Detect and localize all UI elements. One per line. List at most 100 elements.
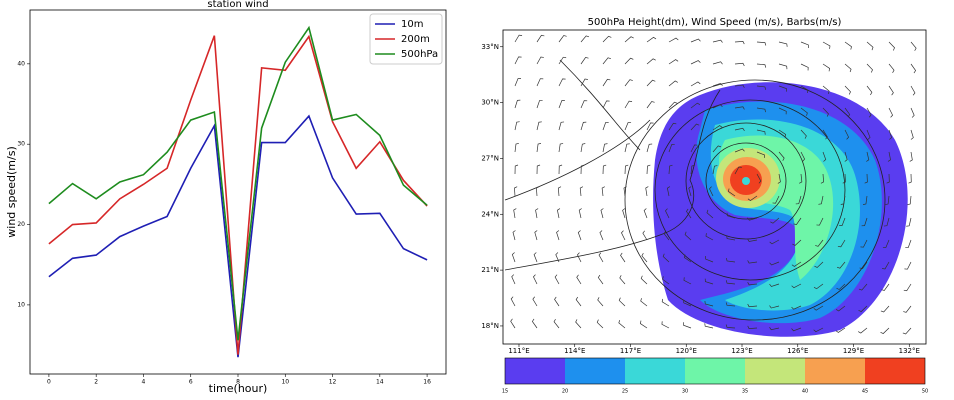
wind-barb [514, 186, 518, 197]
colorbar-label: 30 [682, 389, 688, 395]
wind-barb [688, 186, 692, 197]
wind-barb [512, 230, 516, 241]
wind-barb [858, 327, 868, 334]
wind-barb [690, 123, 700, 131]
wind-barb [887, 151, 891, 162]
wind-barb [795, 195, 802, 205]
wind-barb [576, 274, 582, 285]
wind-barb [880, 327, 890, 334]
legend-label: 500hPa [401, 49, 438, 60]
wind-barb [668, 101, 678, 109]
wind-barb [712, 39, 723, 43]
wind-barb [536, 99, 543, 109]
wind-barb [646, 58, 656, 65]
wind-barb [602, 78, 611, 87]
wind-barb [554, 296, 560, 307]
wind-barb [596, 319, 604, 329]
wind-barb [906, 217, 912, 227]
wind-barb [778, 151, 785, 161]
wind-barb [822, 41, 831, 49]
wind-barb [712, 104, 723, 109]
wind-barb [577, 230, 582, 241]
wind-barb [902, 327, 912, 335]
wind-barb [726, 235, 736, 241]
wind-barb [844, 129, 850, 140]
wind-barb [822, 63, 831, 72]
wind-barb [665, 208, 670, 219]
wind-barb [622, 208, 626, 219]
wind-barb [683, 254, 692, 263]
colorbar-bin [625, 358, 685, 384]
y-tick-label: 33°N [481, 43, 499, 51]
wind-barb [858, 305, 868, 312]
colorbar-bin [745, 358, 805, 384]
wind-barb [800, 85, 809, 94]
barbs [510, 34, 917, 335]
wind-barb [756, 107, 766, 113]
wind-barb [815, 239, 824, 247]
colorbar-bin [565, 358, 625, 384]
wind-barb [640, 298, 648, 307]
wind-barb [818, 195, 824, 205]
wind-barb [624, 122, 632, 131]
wind-barb [860, 239, 868, 248]
wind-barb [642, 230, 648, 241]
colorbar-frame [504, 357, 926, 385]
chart-title: station wind [207, 0, 268, 10]
wind-barb [536, 34, 545, 43]
y-tick-label: 40 [17, 60, 25, 67]
wind-barb [646, 143, 653, 153]
wind-barb [769, 239, 780, 245]
wind-barb [734, 127, 745, 131]
wind-barb [835, 305, 846, 312]
wind-barb [904, 261, 912, 270]
wind-barb [624, 164, 629, 175]
wind-barb [822, 107, 829, 117]
wind-barb [725, 324, 736, 329]
wind-barb [712, 82, 723, 87]
wind-barb [756, 85, 767, 90]
wind-barb [668, 37, 679, 43]
colorbar-label: 20 [562, 389, 568, 395]
wind-barb [799, 173, 803, 184]
wind-barb [822, 129, 828, 140]
wind-barb [800, 63, 809, 71]
wind-barb [690, 81, 701, 87]
wind-barb [907, 195, 912, 206]
wind-barb [747, 238, 758, 242]
wind-barb [556, 230, 560, 241]
wind-barb [772, 195, 780, 204]
wind-barb [866, 41, 874, 51]
x-tick-label: 129°E [843, 347, 864, 355]
wind-barb [643, 208, 648, 219]
wind-barb [910, 107, 915, 118]
wind-barb [580, 164, 585, 175]
wind-barb [532, 296, 538, 307]
wind-barb [690, 144, 698, 153]
wind-barb [558, 143, 564, 153]
wind-barb [575, 319, 582, 329]
x-tick-label: 4 [142, 379, 146, 386]
x-tick-label: 14 [376, 379, 384, 386]
wind-barb [800, 151, 806, 162]
wind-barb [597, 297, 604, 307]
wind-barb [602, 100, 610, 109]
wind-barb [558, 35, 567, 43]
x-tick-label: 6 [189, 379, 193, 386]
wind-barb [709, 186, 714, 197]
plot-frame [29, 9, 447, 375]
series-line [48, 34, 428, 355]
wind-barb [575, 296, 582, 307]
wind-barb [882, 239, 890, 248]
wind-barb [839, 217, 846, 226]
wind-barb [866, 151, 870, 162]
wind-barb [558, 56, 567, 65]
wind-barb [580, 35, 590, 43]
wind-barb [888, 63, 895, 73]
wind-barb [619, 275, 626, 285]
wind-barb [531, 318, 538, 329]
wind-barb [690, 60, 701, 65]
y-tick-label: 20 [17, 221, 25, 228]
colorbar-bin [865, 358, 925, 384]
wind-barb [534, 230, 538, 241]
